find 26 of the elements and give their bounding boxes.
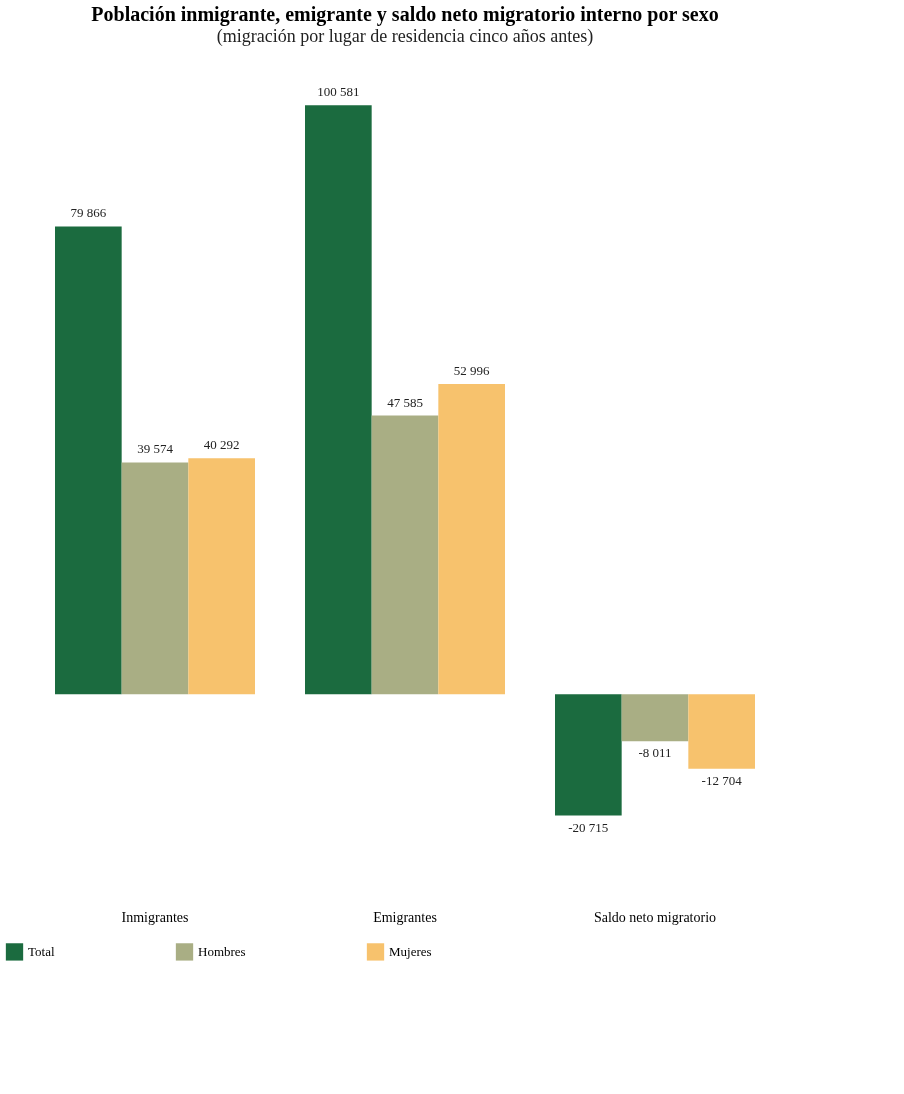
bar xyxy=(555,694,622,816)
x-tick-label: Saldo neto migratorio xyxy=(593,909,717,925)
data-label: -20 715 xyxy=(568,819,609,835)
bar xyxy=(438,383,505,695)
legend-label: Total xyxy=(28,943,55,959)
bar xyxy=(305,105,372,695)
bar xyxy=(688,694,755,769)
bar xyxy=(621,694,689,742)
bar xyxy=(371,415,439,695)
chart-title: Población inmigrante, emigrante y saldo neto migratorio interno por sexo xyxy=(91,3,719,26)
data-label: 39 574 xyxy=(137,441,174,457)
legend-label: Mujeres xyxy=(389,943,432,959)
data-label: 79 866 xyxy=(70,205,107,221)
data-label: 40 292 xyxy=(203,437,240,453)
bar xyxy=(121,462,189,695)
data-label: -8 011 xyxy=(638,745,672,761)
data-label: 100 581 xyxy=(317,84,360,100)
x-tick-label: Inmigrantes xyxy=(121,909,189,925)
data-label: 47 585 xyxy=(387,394,423,410)
bar xyxy=(188,458,255,695)
bar xyxy=(55,226,122,695)
chart-subtitle: (migración por lugar de residencia cinco años antes) xyxy=(216,26,594,47)
x-tick-label: Emigrantes xyxy=(373,909,437,925)
legend-label: Hombres xyxy=(198,943,246,959)
data-label: 52 996 xyxy=(453,362,491,378)
data-label: -12 704 xyxy=(701,772,743,788)
